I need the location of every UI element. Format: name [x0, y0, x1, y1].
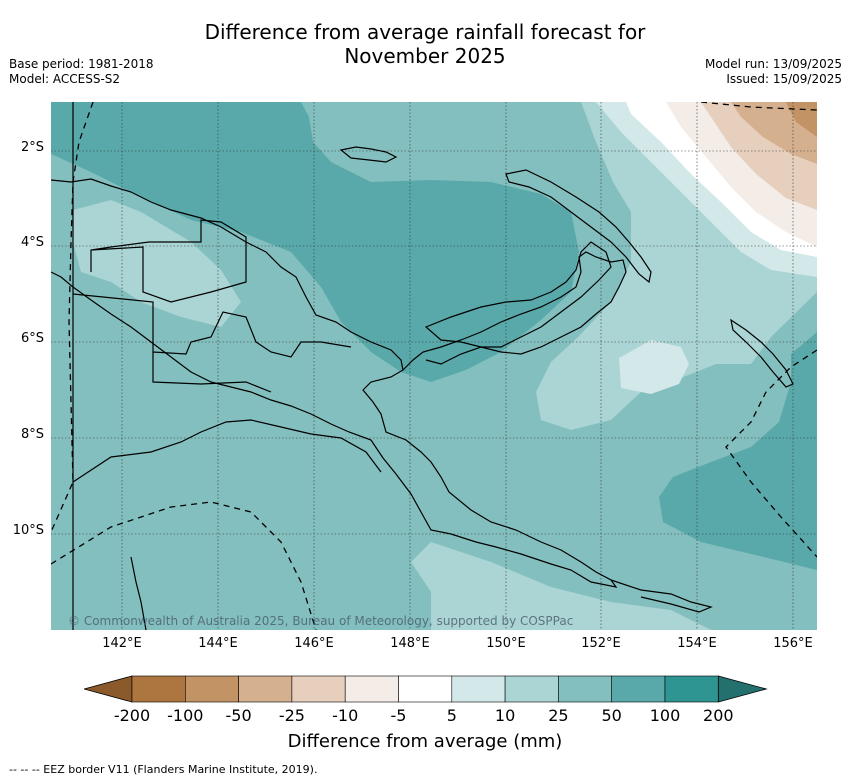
new-ireland	[505, 169, 652, 284]
model-name: Model: ACCESS-S2	[9, 72, 121, 86]
model-run: Model run: 13/09/2025	[704, 57, 842, 71]
bougainville	[730, 318, 794, 388]
colorbar-tick-label: 100	[649, 706, 681, 725]
band-50-100-southeast	[659, 332, 817, 570]
colorbar-tick-label: -5	[390, 706, 407, 725]
colorbar-segment	[238, 675, 293, 703]
band-10-25-south	[411, 542, 711, 630]
colorbar-tick-label: 5	[446, 706, 457, 725]
meta-right: Model run: 13/09/2025 Issued: 15/09/2025	[705, 57, 842, 87]
issued-date: Issued: 15/09/2025	[726, 72, 842, 86]
colorbar-segment	[398, 675, 453, 703]
lon-label: 144°E	[198, 636, 238, 651]
band-50-100-north	[51, 102, 579, 382]
new-guinea-coast	[51, 178, 618, 588]
colorbar-tick-label: -25	[278, 706, 305, 725]
border-west	[90, 219, 247, 303]
lon-label: 150°E	[486, 636, 526, 651]
lat-label: 4°S	[20, 235, 44, 250]
lon-label: 156°E	[773, 636, 813, 651]
lat-label: 2°S	[20, 140, 44, 155]
colorbar-segment	[344, 675, 399, 703]
band-neg-50	[786, 102, 817, 137]
south-coast	[72, 419, 382, 483]
rainfall-map	[51, 102, 817, 630]
eez-borders	[51, 102, 817, 630]
northeast-coast	[402, 251, 627, 371]
copyright-notice: © Commonwealth of Australia 2025, Bureau…	[68, 614, 574, 628]
border-interior	[72, 293, 352, 393]
title-line-2: November 2025	[344, 44, 506, 68]
map-svg	[51, 102, 817, 630]
colorbar-segment	[131, 675, 186, 703]
colorbar-segment	[558, 675, 612, 703]
base-period: Base period: 1981-2018	[9, 57, 154, 71]
colorbar-tick-label: -200	[113, 706, 151, 725]
eez-west	[51, 102, 94, 533]
colorbar-tick-label: -50	[225, 706, 252, 725]
colorbar-tick-label: 200	[703, 706, 734, 725]
colorbar-title: Difference from average (mm)	[287, 731, 563, 752]
colorbar-tick-label: -100	[167, 706, 204, 725]
eez-south	[51, 501, 317, 630]
colorbar-segment	[291, 675, 346, 703]
lat-label: 8°S	[20, 427, 44, 442]
colorbar-segment	[664, 675, 719, 703]
map-title: Difference from average rainfall forecas…	[0, 20, 850, 68]
lon-label: 152°E	[581, 636, 621, 651]
manus-island	[339, 146, 398, 163]
cape-york	[130, 556, 147, 630]
colorbar-tick-label: 50	[601, 706, 622, 725]
title-line-1: Difference from average rainfall forecas…	[204, 20, 646, 44]
coastlines	[51, 102, 794, 630]
graticule	[51, 102, 817, 630]
colorbar-segment	[611, 675, 666, 703]
colorbar-tick-label: 25	[548, 706, 569, 725]
eez-northeast	[700, 102, 817, 111]
colorbar-segment	[451, 675, 506, 703]
colorbar-segment	[185, 675, 239, 703]
colorbar-extend-low	[84, 675, 133, 703]
eez-footnote: -- -- -- EEZ border V11 (Flanders Marine…	[9, 763, 318, 776]
eez-east	[725, 349, 817, 558]
band-5-10-patch	[619, 340, 689, 394]
lat-label: 6°S	[20, 331, 44, 346]
lon-label: 148°E	[390, 636, 430, 651]
colorbar-extend-high	[717, 675, 768, 703]
new-britain	[424, 241, 612, 348]
colorbar-tick-label: 10	[494, 706, 516, 725]
colorbar-segment	[504, 675, 559, 703]
lon-label: 154°E	[677, 636, 717, 651]
colorbar	[84, 675, 768, 703]
lon-label: 142°E	[102, 636, 142, 651]
meta-left: Base period: 1981-2018 Model: ACCESS-S2	[9, 57, 154, 87]
colorbar-tick-label: -10	[332, 706, 359, 725]
lat-label: 10°S	[12, 523, 44, 538]
papuan-tail	[610, 579, 713, 613]
lon-label: 146°E	[294, 636, 334, 651]
